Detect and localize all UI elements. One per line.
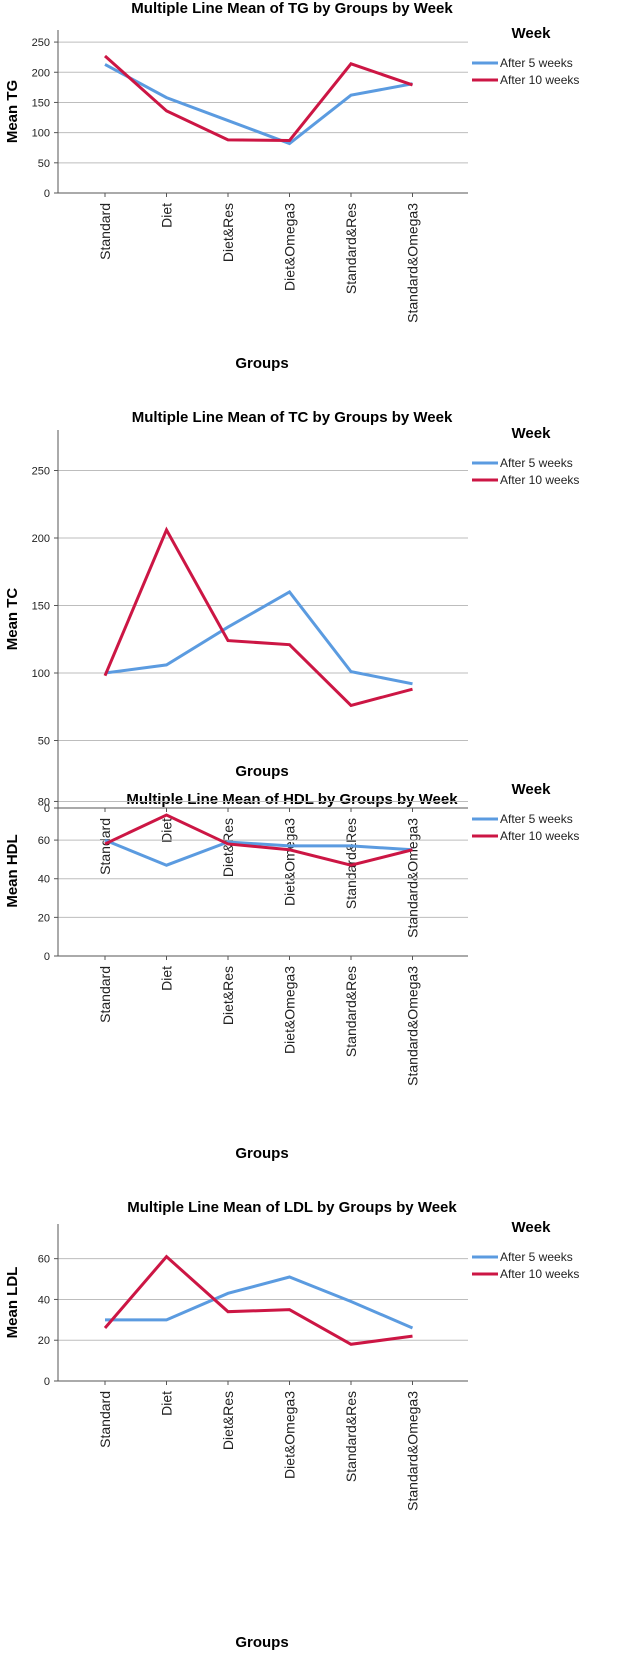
x-tick-label: Diet bbox=[159, 818, 175, 843]
tc-chart-svg: Multiple Line Mean of TC by Groups by We… bbox=[4, 409, 579, 938]
y-tick-label: 0 bbox=[44, 188, 50, 200]
y-axis-label: Mean HDL bbox=[4, 834, 21, 907]
x-tick-label: Standard&Res bbox=[343, 818, 359, 909]
y-tick-label: 100 bbox=[32, 128, 50, 140]
y-tick-label: 80 bbox=[38, 796, 50, 808]
legend-title: Week bbox=[512, 781, 552, 798]
hdl-chart: Multiple Line Mean of HDL by Groups by W… bbox=[0, 781, 620, 1172]
x-tick-label: Standard&Res bbox=[343, 966, 359, 1057]
x-axis-label: Groups bbox=[235, 763, 288, 780]
y-axis-label: Mean TC bbox=[4, 588, 21, 651]
y-tick-label: 150 bbox=[32, 601, 50, 613]
series-line-after-5-weeks bbox=[104, 590, 413, 686]
series-line-after-5-weeks bbox=[105, 1275, 414, 1330]
legend-entry: After 5 weeks bbox=[500, 812, 573, 826]
x-axis-label: Groups bbox=[235, 1145, 288, 1162]
legend-entry: After 5 weeks bbox=[500, 56, 573, 70]
series-line-after-10-weeks bbox=[103, 526, 413, 708]
y-tick-label: 250 bbox=[32, 466, 50, 478]
x-tick-label: Standard bbox=[97, 203, 113, 260]
y-tick-label: 0 bbox=[44, 803, 50, 815]
x-tick-label: Standard&Omega3 bbox=[405, 203, 421, 323]
legend-entry: After 10 weeks bbox=[500, 1267, 579, 1281]
tg-chart: Multiple Line Mean of TG by Groups by We… bbox=[0, 0, 620, 378]
ldl-chart-svg: Multiple Line Mean of LDL by Groups by W… bbox=[4, 1199, 579, 1651]
x-tick-label: Standard&Omega3 bbox=[405, 966, 421, 1086]
chart-title: Multiple Line Mean of TG by Groups by We… bbox=[131, 0, 453, 17]
legend-entry: After 5 weeks bbox=[500, 1250, 573, 1264]
x-tick-label: Standard bbox=[97, 1391, 113, 1448]
y-tick-label: 40 bbox=[38, 1294, 50, 1306]
x-tick-label: Diet&Omega3 bbox=[282, 1391, 298, 1479]
legend-title: Week bbox=[512, 25, 552, 42]
legend-entry: After 10 weeks bbox=[500, 473, 579, 487]
x-tick-label: Diet&Res bbox=[220, 203, 236, 262]
x-tick-label: Diet bbox=[159, 1391, 175, 1416]
y-tick-label: 20 bbox=[38, 912, 50, 924]
y-tick-label: 200 bbox=[32, 67, 50, 79]
x-axis-label: Groups bbox=[235, 355, 288, 372]
y-tick-label: 20 bbox=[38, 1335, 50, 1347]
x-tick-label: Diet&Res bbox=[220, 818, 236, 877]
x-tick-label: Diet bbox=[159, 966, 175, 991]
chart-title: Multiple Line Mean of LDL by Groups by W… bbox=[127, 1199, 457, 1216]
x-tick-label: Standard&Omega3 bbox=[405, 818, 421, 938]
y-tick-label: 0 bbox=[44, 951, 50, 963]
legend-title: Week bbox=[512, 1219, 552, 1236]
series-line-after-5-weeks bbox=[104, 63, 413, 146]
tg-chart-svg: Multiple Line Mean of TG by Groups by We… bbox=[4, 0, 579, 372]
chart-title: Multiple Line Mean of TC by Groups by We… bbox=[132, 409, 453, 426]
y-tick-label: 50 bbox=[38, 158, 50, 170]
y-tick-label: 60 bbox=[38, 835, 50, 847]
x-tick-label: Standard bbox=[97, 966, 113, 1023]
series-line-after-10-weeks bbox=[104, 813, 413, 867]
x-tick-label: Diet&Omega3 bbox=[282, 203, 298, 291]
ldl-chart: Multiple Line Mean of LDL by Groups by W… bbox=[0, 1190, 620, 1653]
legend-entry: After 10 weeks bbox=[500, 829, 579, 843]
hdl-chart-svg: Multiple Line Mean of HDL by Groups by W… bbox=[4, 781, 579, 1162]
legend-title: Week bbox=[512, 425, 552, 442]
x-tick-label: Standard bbox=[97, 818, 113, 875]
y-tick-label: 250 bbox=[32, 37, 50, 49]
tc-chart: Multiple Line Mean of TC by Groups by We… bbox=[0, 400, 620, 938]
series-line-after-10-weeks bbox=[103, 1254, 413, 1346]
legend-entry: After 5 weeks bbox=[500, 456, 573, 470]
x-tick-label: Diet&Res bbox=[220, 1391, 236, 1450]
legend-entry: After 10 weeks bbox=[500, 73, 579, 87]
x-tick-label: Standard&Omega3 bbox=[405, 1391, 421, 1511]
y-tick-label: 100 bbox=[32, 668, 50, 680]
y-tick-label: 60 bbox=[38, 1254, 50, 1266]
x-tick-label: Standard&Res bbox=[343, 1391, 359, 1482]
y-tick-label: 0 bbox=[44, 1376, 50, 1388]
x-axis-label: Groups bbox=[235, 1634, 288, 1651]
series-line-after-10-weeks bbox=[104, 54, 413, 142]
y-axis-label: Mean LDL bbox=[4, 1267, 21, 1339]
y-axis-label: Mean TG bbox=[4, 80, 21, 143]
y-tick-label: 50 bbox=[38, 736, 50, 748]
y-tick-label: 150 bbox=[32, 97, 50, 109]
x-tick-label: Diet&Res bbox=[220, 966, 236, 1025]
x-tick-label: Diet&Omega3 bbox=[282, 966, 298, 1054]
x-tick-label: Standard&Res bbox=[343, 203, 359, 294]
y-tick-label: 40 bbox=[38, 874, 50, 886]
y-tick-label: 200 bbox=[32, 533, 50, 545]
x-tick-label: Diet bbox=[159, 203, 175, 228]
series-line-after-5-weeks bbox=[104, 838, 413, 867]
chart-title: Multiple Line Mean of HDL by Groups by W… bbox=[126, 791, 458, 808]
